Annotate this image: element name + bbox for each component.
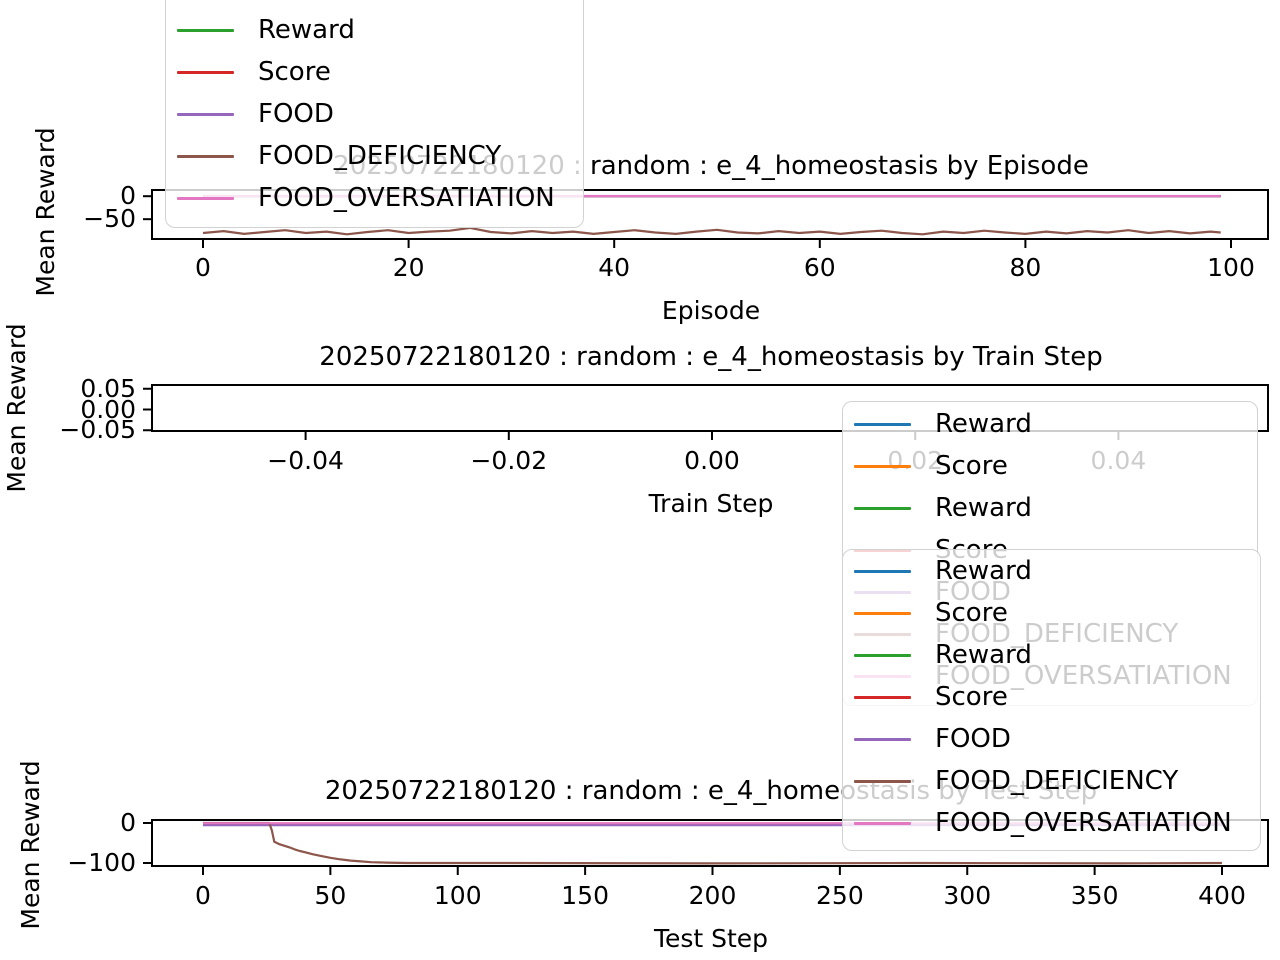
y-tick-label: 0 — [120, 181, 136, 211]
x-tick-label: 400 — [1198, 881, 1246, 910]
legend-entry-label: FOOD_DEFICIENCY — [258, 141, 502, 171]
legend-entry: FOOD_OVERSATIATION — [166, 177, 583, 219]
y-tick-label: 0 — [120, 808, 136, 837]
legend-line-swatch — [854, 779, 911, 783]
x-tick-label: 80 — [1009, 253, 1042, 282]
legend-entry-label: FOOD — [258, 99, 334, 129]
x-tick-label: 60 — [803, 253, 836, 282]
legend-line-swatch — [854, 737, 911, 741]
legend-entry-label: Score — [258, 57, 331, 87]
x-axis-label-test: Test Step — [653, 924, 769, 953]
legend-entry-label: Score — [935, 598, 1008, 628]
legend-entry-label: FOOD — [935, 724, 1011, 754]
legend-entry-label: FOOD_OVERSATIATION — [935, 808, 1232, 838]
legend-entry: FOOD_OVERSATIATION — [843, 802, 1260, 844]
legend-line-swatch — [177, 112, 234, 116]
x-axis-label-episode: Episode — [661, 296, 761, 325]
legend-entry: Reward — [843, 487, 1257, 529]
x-tick-label: 50 — [314, 881, 347, 910]
series-line-food_deficiency — [202, 226, 1221, 236]
legend-entry-label: FOOD_DEFICIENCY — [935, 766, 1179, 796]
legend-entry-label: Score — [935, 451, 1008, 481]
y-tick-label: −100 — [67, 848, 136, 877]
x-tick-label: 20 — [392, 253, 425, 282]
legend-entry: Score — [843, 445, 1257, 487]
legend-line-swatch — [854, 611, 911, 615]
x-tick-label: 0 — [195, 253, 211, 282]
x-tick-label: 200 — [688, 881, 737, 910]
legend-line-swatch — [854, 464, 911, 468]
legend-entry-label: Reward — [935, 409, 1032, 439]
legend-entry-label: FOOD_OVERSATIATION — [258, 183, 555, 213]
x-tick-label: 100 — [1207, 253, 1255, 282]
legend-line-swatch — [177, 196, 234, 200]
chart-title-train: 20250722180120 : random : e_4_homeostasi… — [319, 342, 1103, 372]
legend-entry: Score — [843, 592, 1260, 634]
x-tick-label: 100 — [433, 881, 482, 910]
y-tick-label: 0.05 — [80, 373, 136, 403]
legend-entry: FOOD_DEFICIENCY — [166, 135, 583, 177]
legend-line-swatch — [177, 154, 234, 158]
legend-line-swatch — [854, 653, 911, 657]
legend-line-swatch — [854, 506, 911, 510]
legend-line-swatch — [854, 422, 911, 426]
x-tick-label: −0.02 — [470, 446, 548, 475]
legend-line-swatch — [854, 569, 911, 573]
legend-entry: Reward — [843, 550, 1260, 592]
y-tick-label: −50 — [83, 204, 136, 234]
x-tick-label: 150 — [561, 881, 609, 910]
legend-entry: Score — [843, 676, 1260, 718]
legend-entry: Score — [166, 51, 583, 93]
legend-entry: Reward — [166, 9, 583, 51]
x-tick-label: 0 — [195, 881, 211, 910]
legend-line-swatch — [854, 695, 911, 699]
x-tick-label: −0.04 — [267, 446, 344, 475]
legend-line-swatch — [177, 70, 234, 74]
legend-entry-label: Score — [935, 682, 1008, 712]
y-axis-label-test: Mean Reward — [16, 760, 45, 930]
y-tick-label: 0.00 — [80, 394, 136, 424]
y-tick-label: −0.05 — [59, 415, 136, 445]
legend-entry: Reward — [843, 403, 1257, 445]
x-tick-label: 40 — [598, 253, 631, 282]
legend-entry-label: Reward — [935, 556, 1032, 586]
x-tick-label: 0.00 — [684, 446, 740, 475]
legend-entry: FOOD — [166, 93, 583, 135]
x-tick-label: 250 — [816, 881, 864, 910]
legend-entry-label: Reward — [258, 15, 355, 45]
legend-episode: Reward Score FOOD FOOD_DEFICIENCY FOOD_OVERS… — [165, 0, 584, 228]
legend-entry-label: Reward — [935, 640, 1032, 670]
series-line-food_deficiency — [203, 821, 1223, 865]
legend-entry: Reward — [843, 634, 1260, 676]
x-tick-label: 350 — [1070, 881, 1119, 910]
legend-test: Reward Score Reward Score FOOD FOOD_DEFICIENC… — [842, 549, 1261, 851]
legend-line-swatch — [177, 28, 234, 32]
legend-line-swatch — [854, 821, 911, 825]
x-tick-label: 300 — [943, 881, 992, 910]
legend-entry-label: Reward — [935, 493, 1032, 523]
legend-entry: FOOD — [843, 718, 1260, 760]
legend-entry: FOOD_DEFICIENCY — [843, 760, 1260, 802]
x-axis-label-train: Train Step — [648, 489, 774, 518]
